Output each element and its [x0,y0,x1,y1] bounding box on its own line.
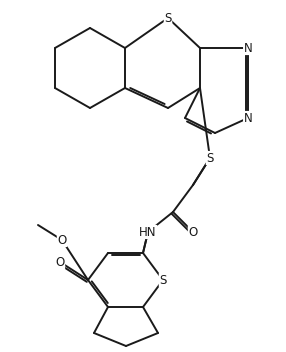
Text: HN: HN [139,226,157,239]
Text: S: S [164,12,172,25]
Text: O: O [57,233,67,246]
Text: N: N [244,112,252,125]
Text: N: N [244,42,252,55]
Text: S: S [159,274,167,287]
Text: O: O [188,226,198,239]
Text: S: S [206,151,214,164]
Text: O: O [55,256,65,269]
